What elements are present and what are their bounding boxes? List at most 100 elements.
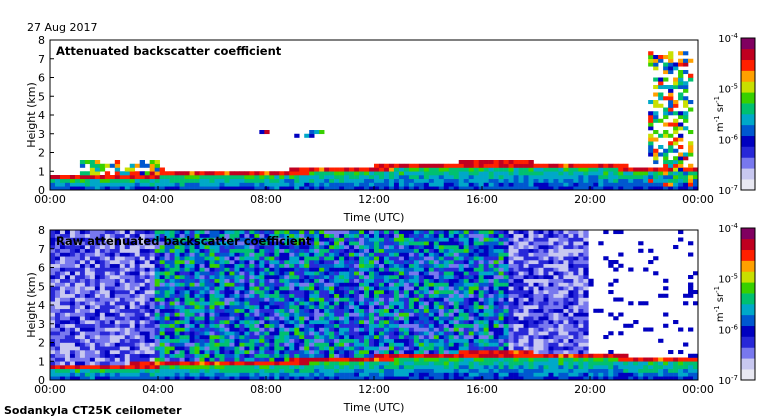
heatmap-cell xyxy=(149,275,155,280)
heatmap-cell xyxy=(339,178,345,183)
heatmap-cell xyxy=(84,293,91,298)
colorbar-swatch xyxy=(741,135,755,147)
heatmap-cell xyxy=(673,62,679,67)
heatmap-cell xyxy=(149,256,155,261)
heatmap-cell xyxy=(159,275,165,280)
heatmap-cell xyxy=(493,335,499,340)
heatmap-cell xyxy=(393,342,400,347)
heatmap-cell xyxy=(359,365,365,370)
heatmap-cell xyxy=(259,323,265,328)
heatmap-cell xyxy=(164,237,170,242)
heatmap-cell xyxy=(463,342,469,347)
heatmap-cell xyxy=(299,301,305,306)
heatmap-cell xyxy=(364,316,370,321)
heatmap-cell xyxy=(139,301,145,306)
heatmap-cell xyxy=(89,233,96,238)
heatmap-cell xyxy=(119,256,126,261)
heatmap-cell xyxy=(393,245,400,250)
heatmap-cell xyxy=(408,167,415,172)
heatmap-cell xyxy=(154,233,160,238)
heatmap-cell xyxy=(388,357,395,362)
heatmap-cell xyxy=(204,286,210,291)
heatmap-cell xyxy=(79,260,86,265)
heatmap-cell xyxy=(473,267,479,272)
heatmap-cell xyxy=(224,175,230,180)
heatmap-cell xyxy=(423,163,430,168)
heatmap-cell xyxy=(50,346,56,351)
heatmap-cell xyxy=(139,350,145,355)
heatmap-cell xyxy=(259,335,265,340)
heatmap-cell xyxy=(109,338,116,343)
heatmap-cell xyxy=(359,267,365,272)
heatmap-cell xyxy=(413,323,420,328)
heatmap-cell xyxy=(254,323,260,328)
heatmap-cell xyxy=(438,230,445,235)
heatmap-cell xyxy=(244,376,250,381)
heatmap-cell xyxy=(239,361,245,366)
heatmap-cell xyxy=(54,286,61,291)
heatmap-cell xyxy=(518,361,524,366)
heatmap-cell xyxy=(299,346,305,351)
heatmap-cell xyxy=(523,160,529,165)
heatmap-cell xyxy=(623,178,629,183)
heatmap-cell xyxy=(508,237,514,242)
heatmap-cell xyxy=(89,241,96,246)
heatmap-cell xyxy=(498,320,504,325)
heatmap-cell xyxy=(104,163,111,168)
heatmap-cell xyxy=(668,100,674,105)
heatmap-cell xyxy=(673,118,679,123)
heatmap-cell xyxy=(493,282,499,287)
heatmap-cell xyxy=(94,357,101,362)
heatmap-cell xyxy=(279,361,285,366)
heatmap-cell xyxy=(398,312,405,317)
heatmap-cell xyxy=(119,312,126,317)
heatmap-cell xyxy=(538,278,544,283)
heatmap-cell xyxy=(523,368,529,373)
heatmap-cell xyxy=(428,275,435,280)
heatmap-cell xyxy=(139,312,145,317)
heatmap-cell xyxy=(433,293,440,298)
heatmap-cell xyxy=(329,342,335,347)
heatmap-cell xyxy=(209,175,215,180)
heatmap-cell xyxy=(279,331,285,336)
heatmap-cell xyxy=(159,320,165,325)
heatmap-cell xyxy=(179,327,185,332)
heatmap-cell xyxy=(284,365,290,370)
heatmap-cell xyxy=(129,260,136,265)
heatmap-cell xyxy=(503,282,509,287)
heatmap-cell xyxy=(149,252,155,257)
heatmap-cell xyxy=(84,346,91,351)
heatmap-cell xyxy=(513,286,519,291)
heatmap-cell xyxy=(673,111,679,116)
heatmap-cell xyxy=(244,357,250,362)
heatmap-cell xyxy=(448,186,455,191)
heatmap-cell xyxy=(458,342,465,347)
heatmap-cell xyxy=(438,361,445,366)
heatmap-cell xyxy=(523,320,529,325)
heatmap-cell xyxy=(458,338,465,343)
heatmap-cell xyxy=(84,365,91,370)
heatmap-cell xyxy=(354,248,360,253)
heatmap-cell xyxy=(289,182,295,187)
heatmap-cell xyxy=(109,361,116,366)
heatmap-cell xyxy=(324,275,330,280)
heatmap-cell xyxy=(403,182,410,187)
x-tick-label: 00:00 xyxy=(682,193,714,206)
heatmap-cell xyxy=(234,308,240,313)
heatmap-cell xyxy=(234,278,240,283)
heatmap-cell xyxy=(528,241,534,246)
heatmap-cell xyxy=(194,267,200,272)
heatmap-cell xyxy=(638,167,644,172)
heatmap-cell xyxy=(653,118,659,123)
heatmap-cell xyxy=(413,335,420,340)
heatmap-cell xyxy=(483,167,489,172)
heatmap-cell xyxy=(99,327,106,332)
heatmap-cell xyxy=(154,301,160,306)
heatmap-cell xyxy=(453,376,460,381)
heatmap-cell xyxy=(344,297,350,302)
heatmap-cell xyxy=(493,323,499,328)
heatmap-cell xyxy=(299,237,305,242)
heatmap-cell xyxy=(294,178,300,183)
heatmap-cell xyxy=(653,182,659,187)
heatmap-cell xyxy=(508,308,514,313)
